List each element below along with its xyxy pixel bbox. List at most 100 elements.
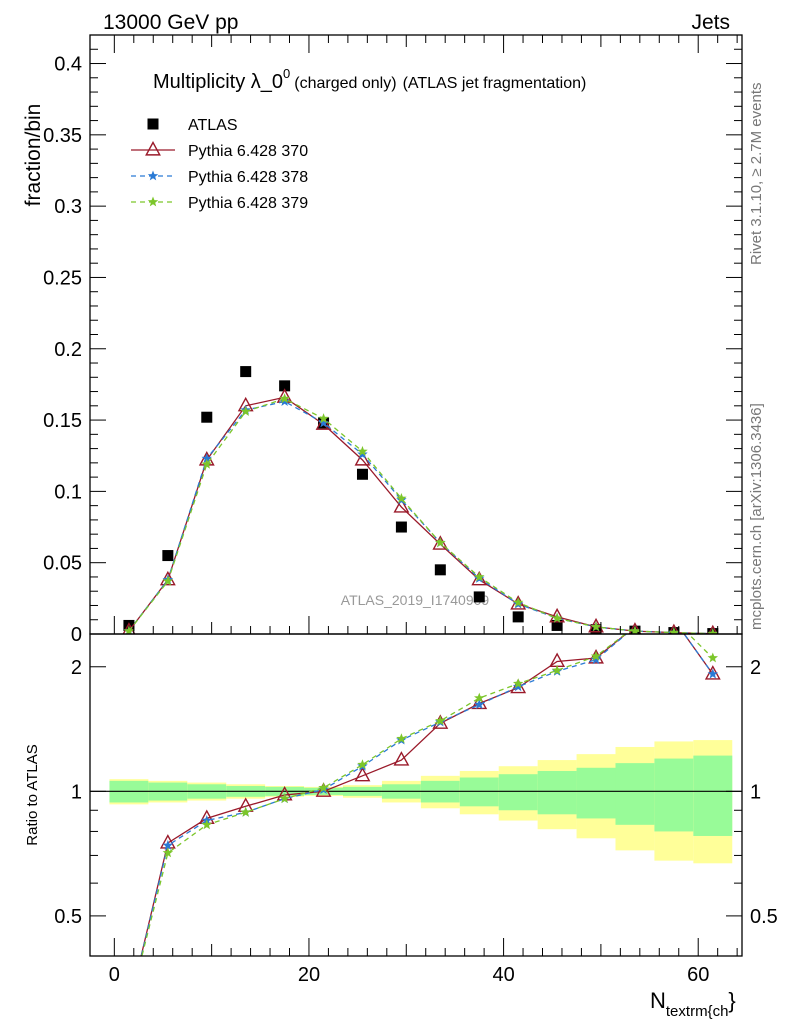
ratio-series-point xyxy=(357,759,368,770)
atlas-point xyxy=(123,619,135,631)
ratio-xtick-label: 0 xyxy=(109,964,120,986)
main-ytick-label: 0.3 xyxy=(54,196,82,218)
ratio-series-point xyxy=(474,699,485,710)
ratio-series-point xyxy=(549,652,566,668)
series-point xyxy=(549,607,566,623)
ratio-xlabel-sub: textrm{ch xyxy=(666,1003,729,1020)
atlas-point xyxy=(201,411,213,423)
ratio-series-point xyxy=(590,650,602,661)
series-point xyxy=(240,406,251,416)
legend: ATLAS Pythia 6.428 370 Pythia 6.428 378 Pyt… xyxy=(131,117,308,212)
main-ytick-label: 0.4 xyxy=(54,54,82,76)
ratio-series-point xyxy=(669,614,680,624)
ratio-series-point xyxy=(590,654,602,665)
main-ylabel: fraction/bin xyxy=(22,104,45,207)
main-ytick-label: 0.05 xyxy=(43,553,82,575)
series-point xyxy=(512,597,524,608)
band-inner xyxy=(576,767,616,819)
rivet-label: Rivet 3.1.10, ≥ 2.7M events xyxy=(748,83,765,266)
ratio-uncertainty-bands xyxy=(90,740,742,864)
series-point xyxy=(471,570,488,586)
atlas-point xyxy=(551,619,563,631)
legend-label: ATLAS xyxy=(188,117,238,134)
series-point xyxy=(162,575,174,586)
main-panel-marks xyxy=(122,366,719,634)
main-ytick-label: 0.2 xyxy=(54,339,82,361)
ratio-xlabel-main: N xyxy=(650,988,666,1013)
ratio-series-point xyxy=(396,733,407,744)
ratio-series-point xyxy=(707,668,718,679)
main-ytick-label: 0.35 xyxy=(43,125,82,147)
series-point xyxy=(201,458,212,469)
ratio-series-point xyxy=(122,1000,135,1012)
series-point xyxy=(668,627,680,634)
ratio-series-line xyxy=(140,634,714,956)
ratio-ytick-label-right: 1 xyxy=(750,781,761,803)
legend-label: Pythia 6.428 378 xyxy=(188,169,308,186)
series-point xyxy=(279,393,290,404)
ratio-series-point xyxy=(474,692,485,703)
axis-ticks: 00.050.10.150.20.250.30.350.40 20 40 600.5 0… xyxy=(43,34,778,986)
series-point xyxy=(629,625,641,634)
ratio-series-point xyxy=(551,664,563,675)
chart-title-small: (charged only) xyxy=(294,75,396,92)
ratio-series-point xyxy=(201,819,212,830)
chart-title-main: Multiplicity λ_0 xyxy=(153,71,283,93)
band-inner xyxy=(537,770,577,815)
ratio-series-point xyxy=(707,652,718,663)
legend-label: Pythia 6.428 379 xyxy=(188,195,308,212)
legend-marker xyxy=(145,141,161,156)
ratio-xtick-label: 40 xyxy=(492,964,514,986)
ratio-xtick-label: 20 xyxy=(298,964,320,986)
ratio-ylabel: Ratio to ATLAS xyxy=(24,744,41,845)
ratio-xtick-label: 60 xyxy=(687,964,709,986)
chart-title-sup: 0 xyxy=(283,66,290,81)
ratio-series-point xyxy=(162,839,174,850)
ratio-series-point xyxy=(471,694,488,710)
legend-marker xyxy=(147,196,159,207)
atlas-point xyxy=(279,380,291,392)
ratio-series-point xyxy=(279,793,290,804)
ratio-panel-marks xyxy=(122,612,721,1012)
ratio-series-point xyxy=(318,782,329,793)
ratio-frame xyxy=(89,633,743,957)
series-point xyxy=(354,451,371,466)
series-point xyxy=(551,612,563,623)
atlas-point xyxy=(162,550,174,562)
band-inner xyxy=(498,774,538,811)
ratio-ytick-label-right: 0.5 xyxy=(750,906,778,928)
series-point xyxy=(201,453,212,463)
band-inner xyxy=(615,763,655,825)
ratio-ytick-label: 0.5 xyxy=(54,906,82,928)
main-ytick-label: 0.1 xyxy=(54,481,82,503)
ratio-series-point xyxy=(512,681,524,692)
legend-label: Pythia 6.428 370 xyxy=(188,143,308,160)
header-left: 13000 GeV pp xyxy=(103,11,238,34)
series-point xyxy=(707,628,718,634)
main-ytick-label: 0.15 xyxy=(43,410,82,432)
chart-title: Multiplicity λ_00 (charged only) (ATLAS je… xyxy=(153,66,586,93)
series-point xyxy=(123,625,135,634)
header-right: Jets xyxy=(691,11,730,34)
series-point xyxy=(393,498,410,513)
main-ytick-label: 0 xyxy=(71,624,82,646)
series-point xyxy=(318,413,329,424)
ratio-ytick-label: 1 xyxy=(71,781,82,803)
main-ytick-label: 0.25 xyxy=(43,267,82,289)
ratio-series-point xyxy=(512,678,524,689)
atlas-point xyxy=(395,521,407,533)
atlas-point xyxy=(240,366,252,378)
ratio-xlabel: Ntextrm{ch} xyxy=(650,988,736,1020)
chart-title-tail: (ATLAS jet fragmentation) xyxy=(403,75,587,92)
ratio-ytick-label-right: 2 xyxy=(750,657,761,679)
ratio-series-point xyxy=(435,715,446,726)
atlas-point xyxy=(473,591,485,603)
series-point xyxy=(315,415,332,430)
ratio-series-point xyxy=(393,751,410,766)
ratio-series-point xyxy=(669,614,680,624)
series-point xyxy=(432,535,449,550)
ratio-ytick-label: 2 xyxy=(71,657,82,679)
series-point xyxy=(357,445,368,456)
legend-marker xyxy=(147,118,159,130)
ratio-series-point xyxy=(667,612,681,624)
